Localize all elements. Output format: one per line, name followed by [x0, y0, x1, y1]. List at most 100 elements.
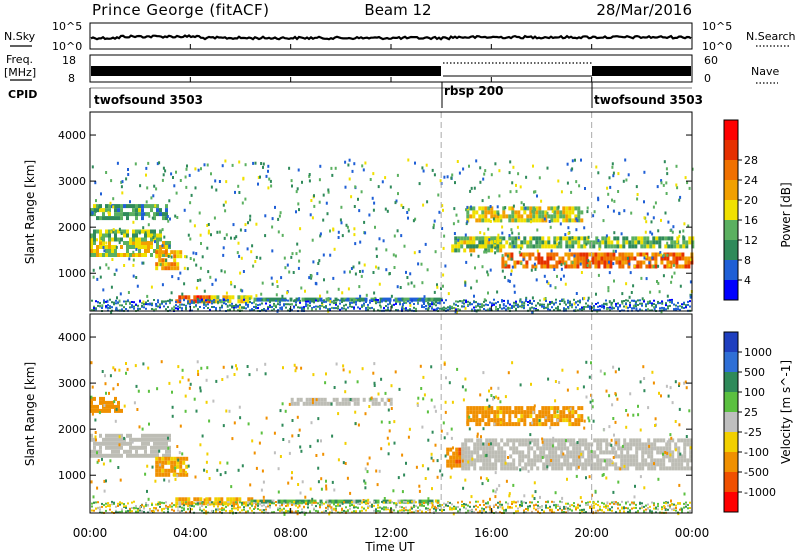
heatmap-cell — [689, 293, 692, 297]
heatmap-cell — [147, 245, 150, 249]
heatmap-cell — [612, 262, 615, 266]
heatmap-cell — [311, 300, 313, 303]
heatmap-cell — [584, 438, 588, 443]
heatmap-cell — [403, 297, 407, 302]
heatmap-cell — [244, 223, 247, 227]
heatmap-cell — [507, 264, 511, 269]
heatmap-cell — [569, 454, 573, 459]
heatmap-cell — [470, 454, 474, 459]
heatmap-cell — [417, 510, 419, 513]
heatmap-cell — [271, 501, 273, 504]
heatmap-cell — [493, 210, 497, 215]
heatmap-cell — [595, 240, 599, 245]
heatmap-cell — [623, 458, 627, 463]
heatmap-cell — [603, 264, 607, 269]
heatmap-cell — [517, 172, 520, 176]
heatmap-cell — [357, 502, 359, 505]
heatmap-cell — [551, 446, 555, 451]
heatmap-cell — [508, 410, 512, 415]
heatmap-cell — [437, 193, 440, 197]
heatmap-cell — [135, 505, 137, 508]
power-heatmap — [90, 112, 695, 314]
heatmap-cell — [224, 209, 227, 213]
heatmap-cell — [473, 458, 477, 463]
heatmap-cell — [109, 298, 111, 301]
heatmap-cell — [484, 406, 488, 411]
heatmap-cell — [389, 510, 391, 513]
heatmap-cell — [367, 507, 369, 510]
heatmap-cell — [555, 260, 559, 265]
heatmap-cell — [170, 456, 174, 461]
heatmap-cell — [483, 508, 485, 511]
heatmap-cell — [508, 422, 512, 427]
heatmap-cell — [135, 437, 138, 442]
heatmap-cell — [129, 306, 131, 309]
heatmap-cell — [476, 446, 480, 451]
heatmap-cell — [161, 178, 164, 182]
heatmap-cell — [191, 508, 193, 511]
heatmap-cell — [142, 226, 145, 230]
heatmap-cell — [494, 162, 497, 166]
heatmap-cell — [199, 266, 202, 270]
heatmap-cell — [579, 299, 581, 302]
heatmap-cell — [443, 502, 445, 505]
heatmap-cell — [669, 453, 672, 457]
heatmap-cell — [146, 464, 149, 468]
heatmap-cell — [672, 260, 676, 265]
heatmap-cell — [187, 501, 191, 506]
heatmap-cell — [418, 484, 421, 488]
heatmap-cell — [173, 262, 177, 267]
heatmap-cell — [184, 470, 187, 474]
heatmap-cell — [635, 450, 639, 455]
heatmap-cell — [495, 302, 497, 305]
heatmap-cell — [165, 245, 168, 249]
heatmap-cell — [195, 286, 198, 290]
heatmap-cell — [201, 509, 203, 512]
heatmap-cell — [158, 250, 162, 255]
heatmap-cell — [496, 422, 500, 427]
heatmap-cell — [162, 212, 165, 217]
heatmap-cell — [480, 435, 482, 439]
heatmap-cell — [365, 309, 367, 312]
heatmap-cell — [144, 253, 147, 257]
heatmap-cell — [150, 241, 153, 245]
heatmap-cell — [303, 307, 305, 310]
heatmap-cell — [656, 438, 660, 443]
heatmap-cell — [480, 476, 482, 480]
heatmap-cell — [155, 254, 159, 259]
heatmap-cell — [650, 466, 654, 471]
heatmap-cell — [325, 487, 328, 491]
heatmap-cell — [436, 297, 440, 302]
heatmap-cell — [230, 485, 233, 489]
heatmap-cell — [677, 462, 681, 467]
heatmap-cell — [175, 191, 178, 195]
heatmap-cell — [430, 398, 433, 402]
heatmap-cell — [678, 234, 681, 238]
heatmap-cell — [669, 260, 673, 265]
heatmap-cell — [483, 509, 485, 512]
heatmap-cell — [325, 306, 327, 309]
heatmap-cell — [308, 179, 311, 183]
heatmap-cell — [255, 466, 258, 470]
heatmap-cell — [476, 432, 479, 436]
heatmap-cell — [533, 504, 535, 507]
heatmap-cell — [177, 365, 180, 369]
heatmap-cell — [465, 299, 467, 302]
heatmap-cell — [589, 240, 593, 245]
heatmap-cell — [257, 502, 259, 505]
heatmap-cell — [608, 176, 611, 180]
heatmap-cell — [278, 214, 281, 218]
heatmap-cell — [357, 306, 359, 309]
heatmap-cell — [548, 446, 552, 451]
heatmap-cell — [293, 511, 295, 514]
heatmap-cell — [225, 180, 228, 184]
heatmap-cell — [333, 302, 335, 305]
heatmap-cell — [367, 308, 369, 311]
heatmap-cell — [184, 175, 187, 179]
heatmap-cell — [466, 406, 470, 411]
heatmap-cell — [240, 295, 244, 300]
heatmap-cell — [685, 306, 687, 309]
heatmap-cell — [688, 240, 692, 245]
heatmap-cell — [295, 190, 298, 194]
heatmap-cell — [211, 300, 213, 303]
